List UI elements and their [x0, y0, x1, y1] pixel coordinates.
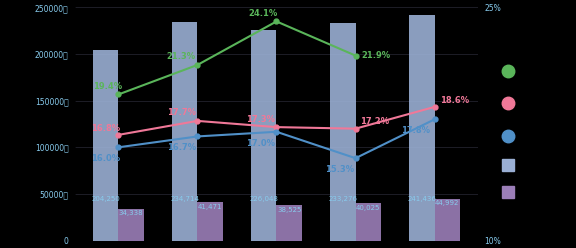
Text: 16.8%: 16.8% [90, 124, 120, 133]
Text: 16.7%: 16.7% [167, 143, 196, 152]
Text: 21.3%: 21.3% [167, 52, 196, 62]
Bar [172, 22, 198, 241]
Text: 17.8%: 17.8% [401, 126, 430, 135]
Text: 17.3%: 17.3% [246, 115, 275, 124]
Text: 241,436: 241,436 [407, 196, 437, 202]
Text: 15.3%: 15.3% [325, 165, 354, 174]
Text: 38,525: 38,525 [277, 207, 301, 213]
Text: 234,714: 234,714 [170, 196, 199, 202]
Text: 19.4%: 19.4% [93, 82, 123, 91]
Bar [93, 50, 118, 241]
Bar [355, 203, 381, 241]
Text: 18.6%: 18.6% [440, 96, 469, 105]
Text: 204,250: 204,250 [92, 196, 120, 202]
Text: 41,471: 41,471 [198, 204, 222, 210]
Text: 226,048: 226,048 [249, 196, 278, 202]
Text: 34,338: 34,338 [119, 210, 143, 217]
Text: 21.9%: 21.9% [361, 51, 390, 61]
Text: 40,025: 40,025 [356, 205, 380, 211]
Bar [410, 15, 435, 241]
Text: 24.1%: 24.1% [249, 9, 278, 18]
Bar [330, 23, 355, 241]
Text: 44,992: 44,992 [435, 200, 460, 207]
Bar [251, 30, 276, 241]
Text: 16.0%: 16.0% [90, 154, 120, 163]
Text: 17.0%: 17.0% [246, 139, 275, 148]
Bar [276, 205, 302, 241]
Bar [435, 199, 460, 241]
Text: 233,276: 233,276 [328, 196, 357, 202]
Text: 17.2%: 17.2% [359, 118, 389, 126]
Text: 17.7%: 17.7% [167, 108, 196, 117]
Bar [118, 209, 143, 241]
Bar [198, 202, 223, 241]
